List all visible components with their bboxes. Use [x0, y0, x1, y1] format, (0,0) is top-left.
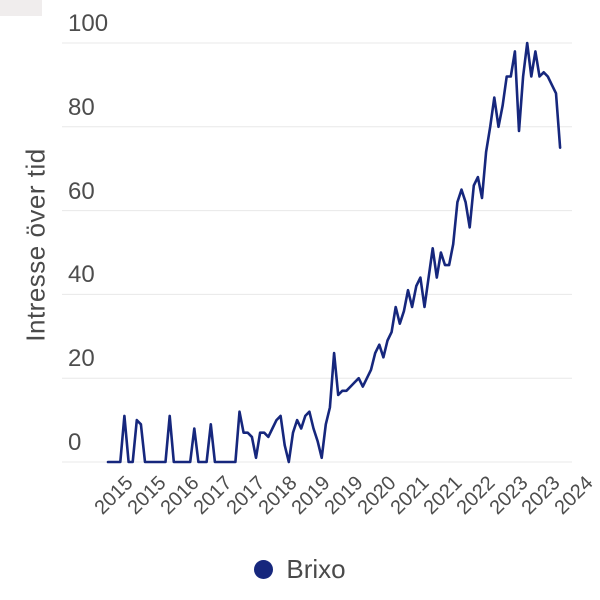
legend: Brixo: [0, 554, 600, 584]
y-tick-label: 80: [68, 93, 95, 121]
y-axis-title: Intresse över tid: [20, 148, 51, 342]
legend-label: Brixo: [286, 553, 346, 584]
screenshot-corner-artifact: [0, 0, 42, 16]
brixo-trend-line: [106, 41, 562, 464]
y-tick-label: 20: [68, 345, 95, 373]
y-tick-label: 0: [68, 429, 82, 456]
y-tick-label: 40: [68, 261, 95, 289]
y-tick-label: 60: [68, 177, 95, 205]
gridlines: [62, 42, 572, 463]
legend-dot-icon: [254, 559, 274, 579]
y-tick-label: 100: [68, 10, 109, 37]
